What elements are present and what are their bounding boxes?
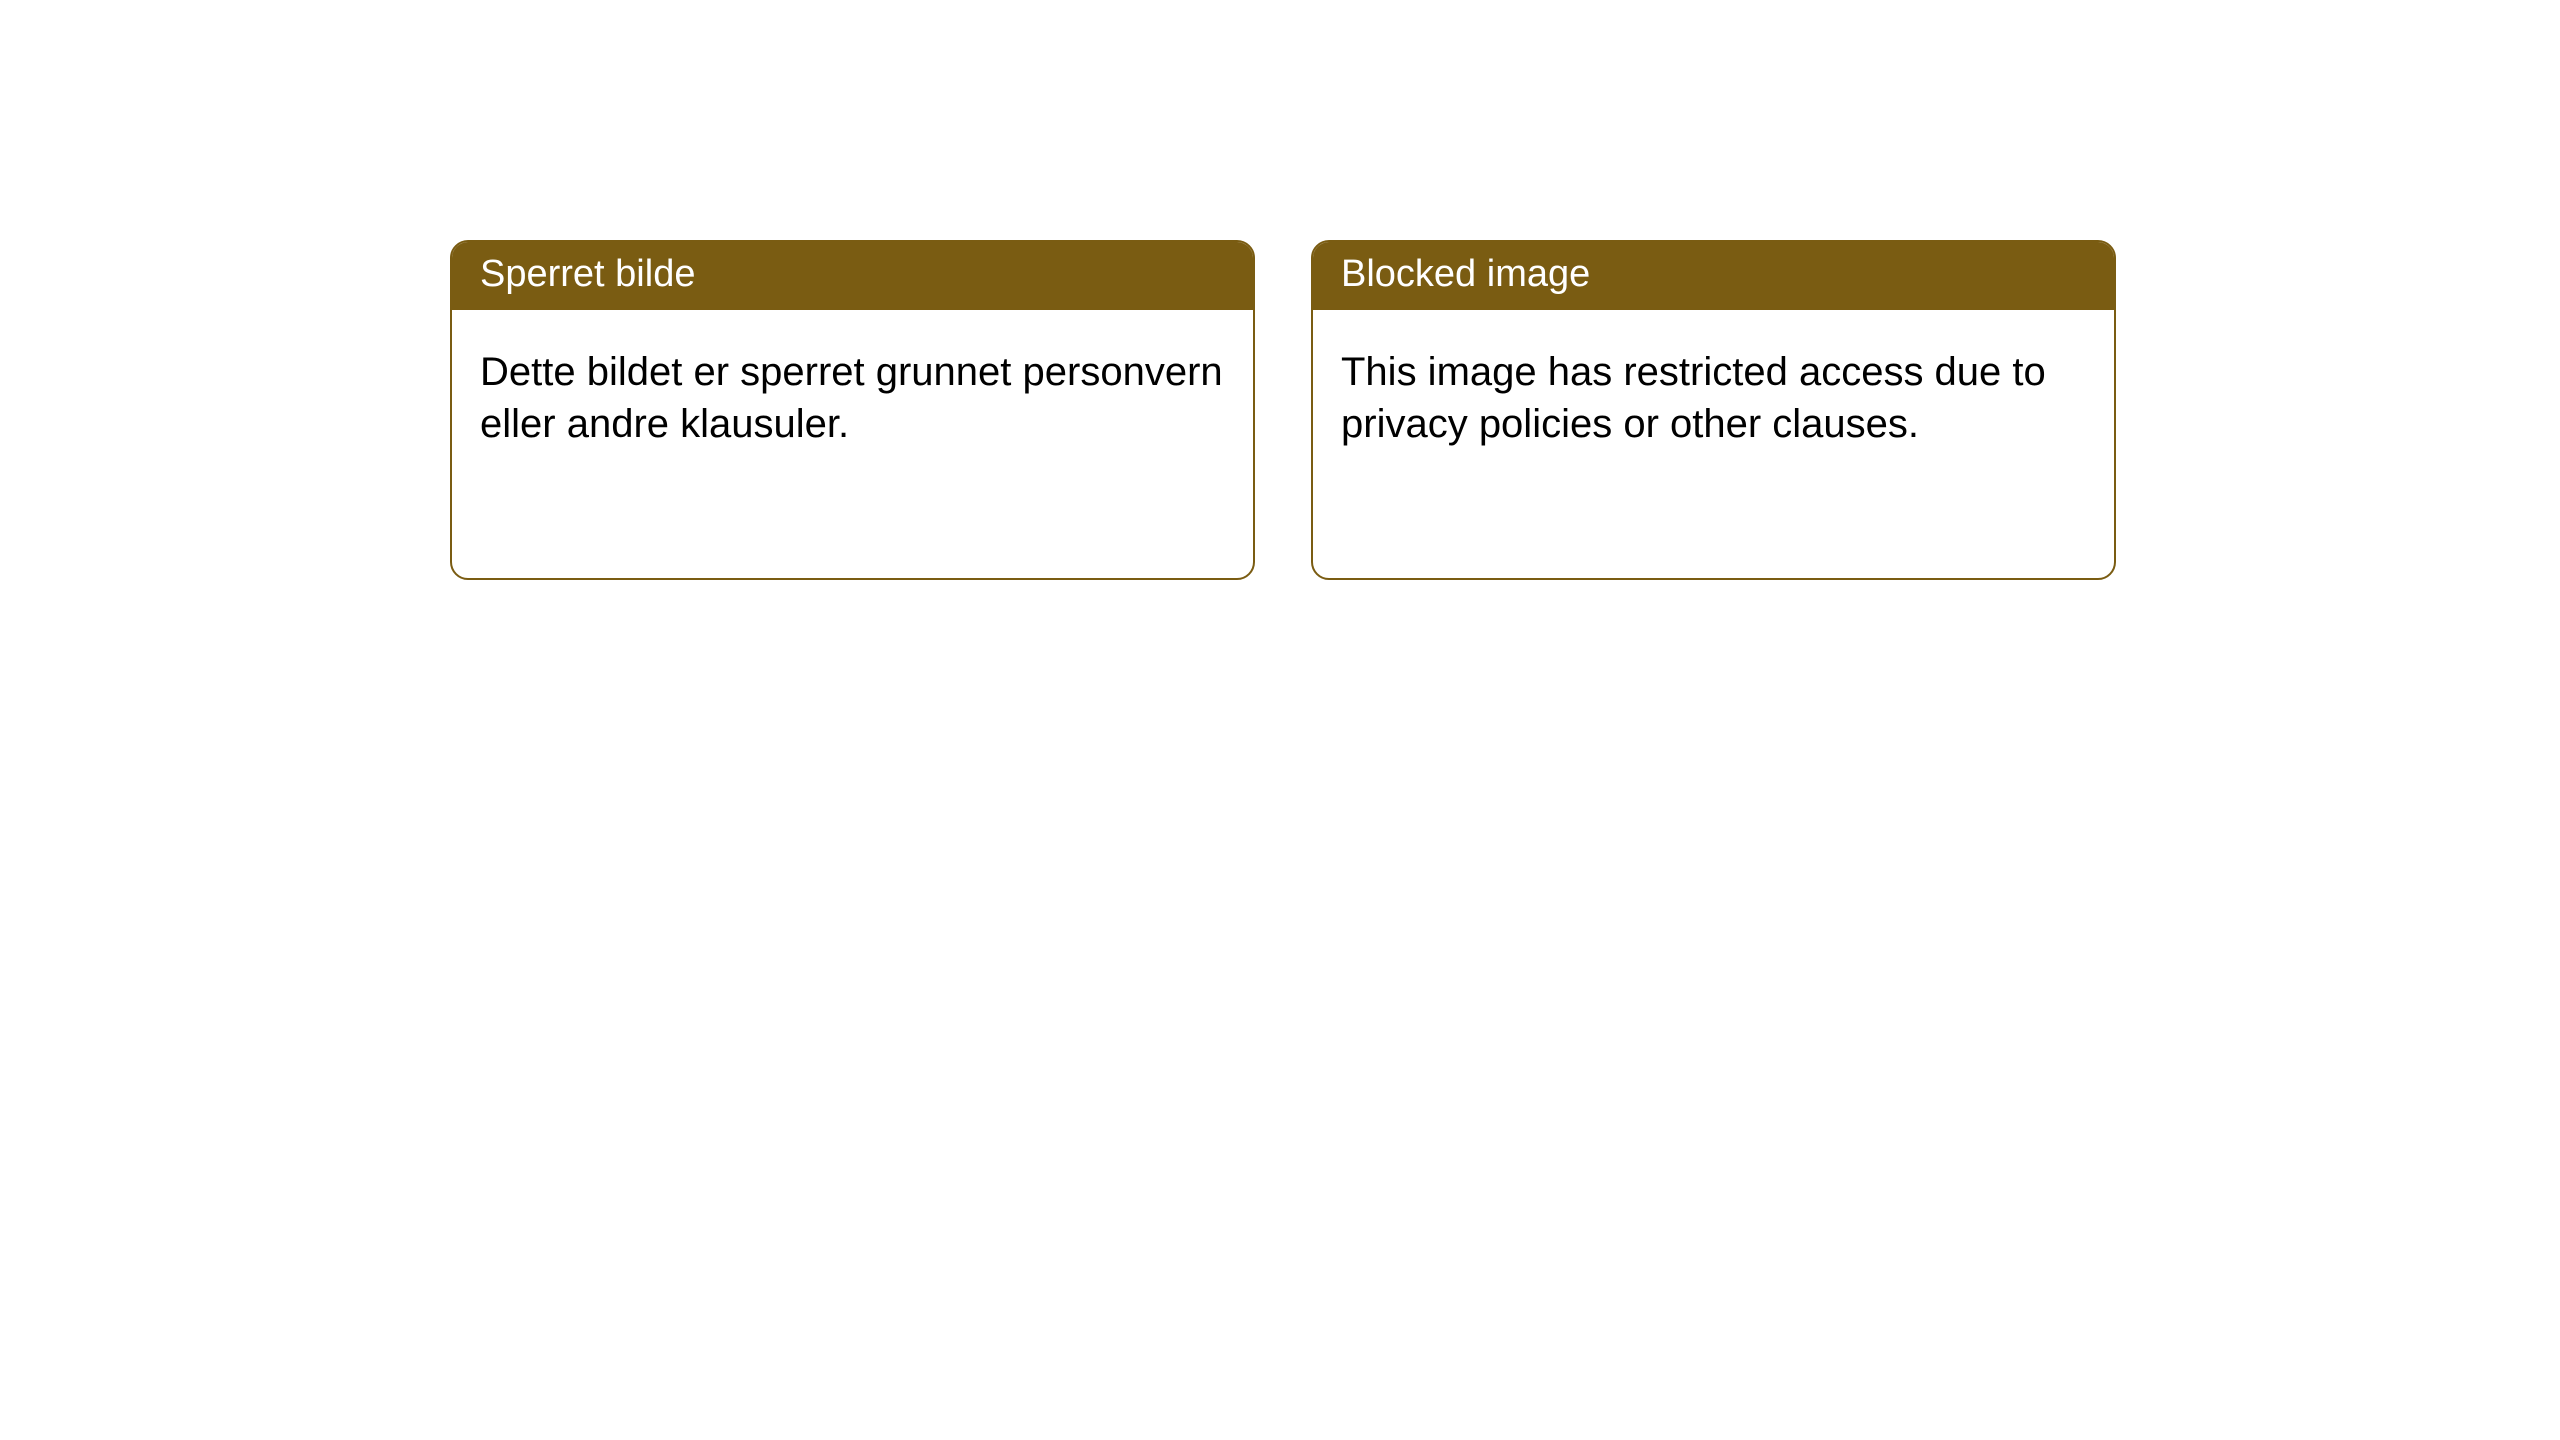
notice-header-norwegian: Sperret bilde xyxy=(452,242,1253,310)
notice-card-norwegian: Sperret bilde Dette bildet er sperret gr… xyxy=(450,240,1255,580)
notice-body-english: This image has restricted access due to … xyxy=(1313,310,2114,486)
notice-body-norwegian: Dette bildet er sperret grunnet personve… xyxy=(452,310,1253,486)
notice-header-english: Blocked image xyxy=(1313,242,2114,310)
notice-card-english: Blocked image This image has restricted … xyxy=(1311,240,2116,580)
notice-container: Sperret bilde Dette bildet er sperret gr… xyxy=(0,0,2560,580)
